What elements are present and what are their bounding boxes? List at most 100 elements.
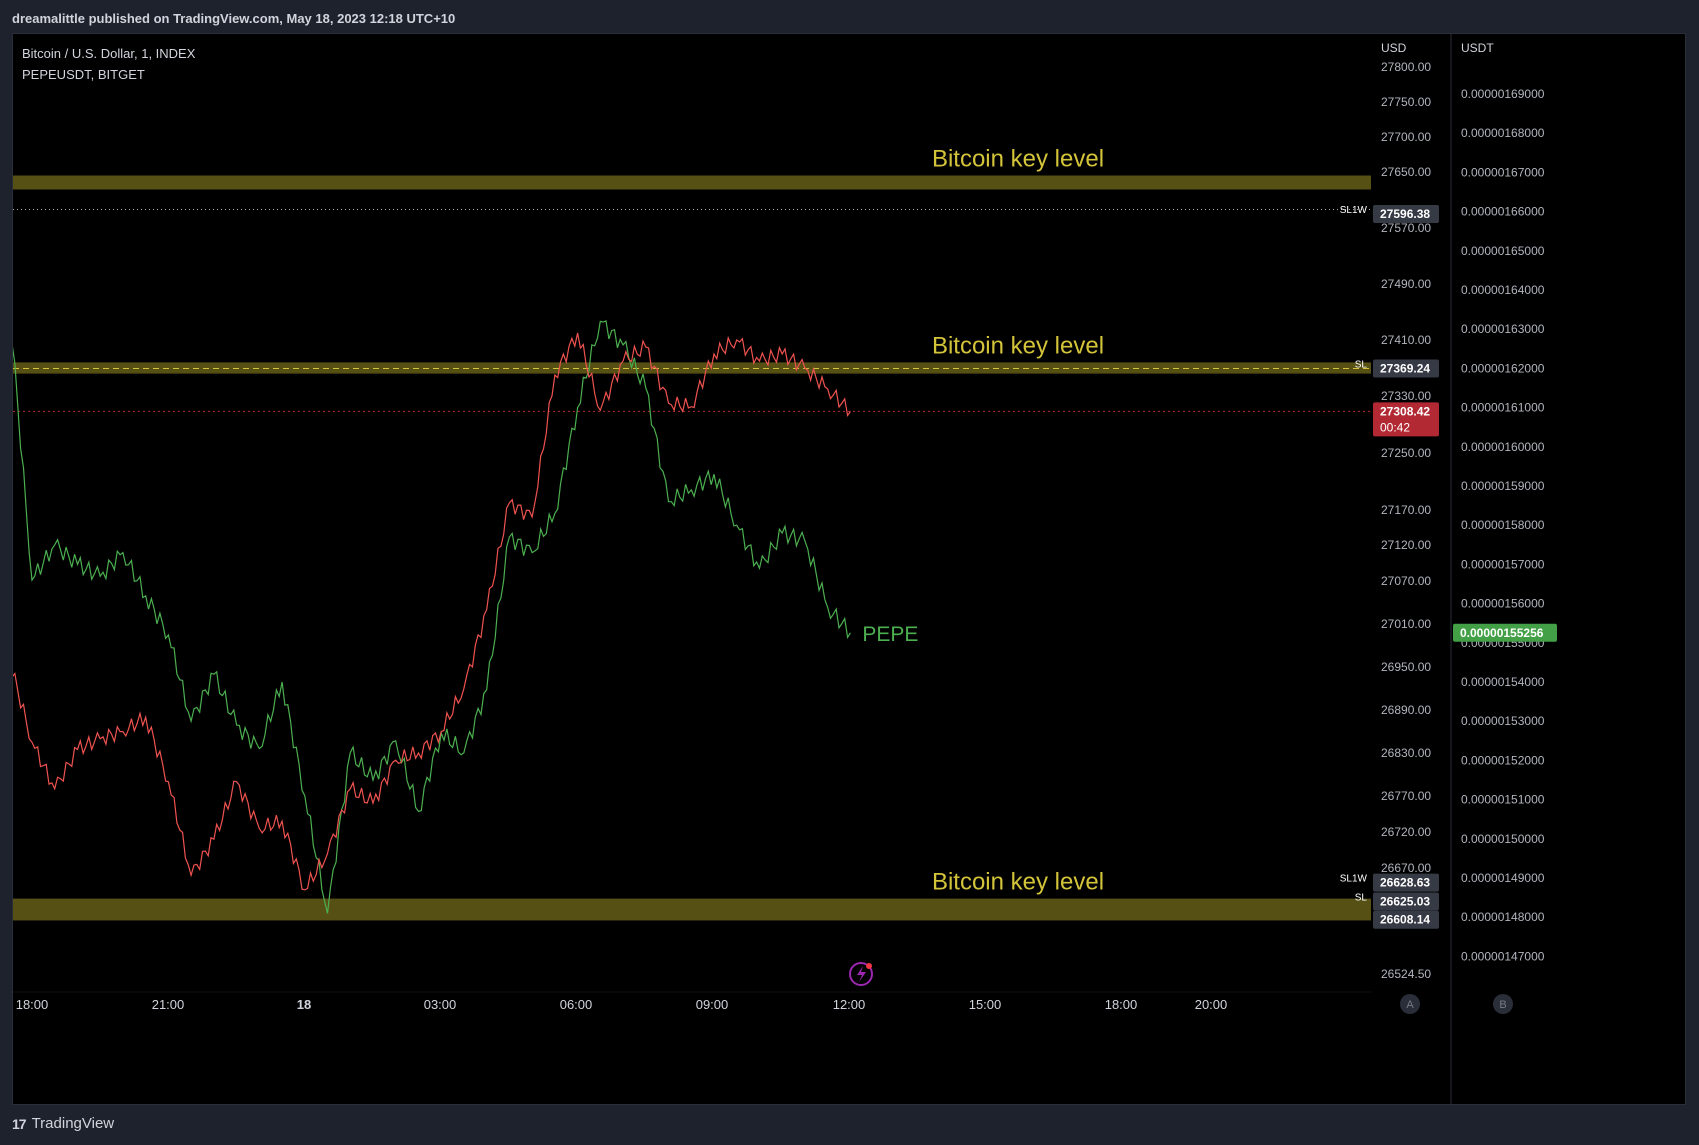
usd-tick-label: 27750.00: [1381, 95, 1431, 109]
usd-tick-label: 26720.00: [1381, 825, 1431, 839]
pepe-annotation: PEPE: [862, 623, 918, 646]
x-tick-label: 18: [297, 997, 311, 1012]
usdt-tick-label: 0.00000151000: [1461, 793, 1545, 807]
bottom-sl1w-badge-tag: SL1W: [1340, 874, 1368, 885]
usdt-tick-label: 0.00000160000: [1461, 440, 1545, 454]
bitcoin-series-line: [13, 332, 851, 891]
x-tick-label: 12:00: [833, 997, 866, 1012]
lightning-icon: [849, 962, 873, 986]
sl1w-top-badge: 27596.38: [1380, 207, 1430, 221]
usdt-tick-label: 0.00000156000: [1461, 597, 1545, 611]
footer: 17 TradingView: [0, 1103, 1699, 1145]
sl-mid-badge-bg: [1373, 359, 1439, 378]
key-level-label: Bitcoin key level: [932, 146, 1104, 173]
usdt-tick-label: 0.00000169000: [1461, 87, 1545, 101]
usd-tick-label: 27650.00: [1381, 165, 1431, 179]
tradingview-logo[interactable]: 17 TradingView: [12, 1115, 114, 1132]
usdt-tick-label: 0.00000167000: [1461, 165, 1545, 179]
sl-mid-badge: 27369.24: [1380, 362, 1430, 376]
usd-tick-label: 27170.00: [1381, 503, 1431, 517]
usd-tick-label: 27800.00: [1381, 60, 1431, 74]
x-tick-label: 18:00: [16, 997, 49, 1012]
primary-symbol-label[interactable]: Bitcoin / U.S. Dollar, 1, INDEX: [22, 46, 196, 61]
bottom-sl1w-badge: 26628.63: [1380, 876, 1430, 890]
chart-canvas[interactable]: Bitcoin key level Bitcoin key level Bitcoi…: [13, 34, 1685, 1104]
usdt-tick-label: 0.00000147000: [1461, 949, 1545, 963]
sl1w-top-badge-tag: SL1W: [1340, 205, 1368, 216]
scale-button-a[interactable]: [1400, 994, 1420, 1014]
tradingview-logo-icon: 17: [12, 1115, 27, 1132]
x-tick-label: 06:00: [560, 997, 593, 1012]
usd-tick-label: 27570.00: [1381, 221, 1431, 235]
usdt-tick-label: 0.00000163000: [1461, 322, 1545, 336]
usd-tick-label: 27010.00: [1381, 617, 1431, 631]
usdt-axis-unit: USDT: [1461, 41, 1494, 55]
sl-mid-badge-tag: SL: [1355, 360, 1368, 371]
usd-tick-label: 26770.00: [1381, 789, 1431, 803]
sl1w-top-badge-bg: [1373, 205, 1439, 223]
x-tick-label: 20:00: [1195, 997, 1228, 1012]
usd-tick-label: 26830.00: [1381, 746, 1431, 760]
usdt-tick-label: 0.00000159000: [1461, 479, 1545, 493]
usdt-tick-label: 0.00000149000: [1461, 871, 1545, 885]
usd-tick-label: 27410.00: [1381, 333, 1431, 347]
usd-tick-label: 27330.00: [1381, 389, 1431, 403]
symbol-legend: Bitcoin / U.S. Dollar, 1, INDEX PEPEUSDT…: [22, 43, 195, 85]
usd-tick-label: 27490.00: [1381, 277, 1431, 291]
usd-tick-label: 26670.00: [1381, 861, 1431, 875]
usd-tick-label: 27070.00: [1381, 574, 1431, 588]
bottom-sl-badge-bg: [1373, 892, 1439, 911]
usdt-tick-label: 0.00000168000: [1461, 126, 1545, 140]
notification-dot: [866, 963, 872, 969]
key-level-band: [13, 175, 1371, 190]
scale-button-a-label: A: [1406, 999, 1414, 1011]
usd-tick-label: 27120.00: [1381, 538, 1431, 552]
bottom-sl-badge-tag: SL: [1355, 893, 1368, 904]
published-text: dreamalittle published on TradingView.co…: [12, 11, 456, 26]
bar-countdown: 00:42: [1380, 420, 1410, 434]
current-price-badge: 27308.42: [1380, 404, 1430, 418]
bottom-price-badge-bg: [1373, 910, 1439, 929]
x-tick-label: 18:00: [1105, 997, 1138, 1012]
pepe-price-badge: 0.00000155256: [1460, 626, 1544, 640]
usdt-tick-label: 0.00000154000: [1461, 675, 1545, 689]
usdt-tick-label: 0.00000150000: [1461, 832, 1545, 846]
secondary-symbol-label[interactable]: PEPEUSDT, BITGET: [22, 67, 145, 82]
key-level-label: Bitcoin key level: [932, 869, 1104, 896]
pepe-price-badge-bg: [1453, 623, 1557, 642]
x-tick-label: 09:00: [696, 997, 729, 1012]
usdt-tick-label: 0.00000162000: [1461, 361, 1545, 375]
usdt-tick-label: 0.00000158000: [1461, 518, 1545, 532]
scale-button-b[interactable]: [1493, 994, 1513, 1014]
usd-axis-unit: USD: [1381, 41, 1407, 55]
usdt-tick-label: 0.00000164000: [1461, 283, 1545, 297]
published-header: dreamalittle published on TradingView.co…: [0, 0, 1699, 33]
current-price-badge-bg: [1373, 402, 1439, 437]
usdt-tick-label: 0.00000148000: [1461, 910, 1545, 924]
scale-button-b-label: B: [1499, 999, 1506, 1011]
bottom-sl1w-badge-bg: [1373, 873, 1439, 892]
usdt-tick-label: 0.00000153000: [1461, 714, 1545, 728]
usd-tick-label: 26890.00: [1381, 703, 1431, 717]
x-tick-label: 21:00: [152, 997, 185, 1012]
tradingview-logo-text: TradingView: [31, 1115, 115, 1132]
bottom-sl-badge: 26625.03: [1380, 895, 1430, 909]
usdt-tick-label: 0.00000152000: [1461, 753, 1545, 767]
key-level-band: [13, 898, 1371, 921]
x-tick-label: 15:00: [969, 997, 1002, 1012]
key-level-label: Bitcoin key level: [932, 332, 1104, 359]
usd-tick-label: 27250.00: [1381, 446, 1431, 460]
usdt-tick-label: 0.00000157000: [1461, 557, 1545, 571]
chart-pane[interactable]: Bitcoin key level Bitcoin key level Bitcoi…: [12, 33, 1686, 1105]
key-level-band: [13, 362, 1371, 374]
usd-axis-panel: [1371, 34, 1451, 1104]
bottom-price-badge: 26608.14: [1380, 913, 1430, 927]
usd-tick-label: 26524.50: [1381, 967, 1431, 981]
lightning-glyph-icon: [857, 966, 866, 982]
usd-tick-label: 26950.00: [1381, 660, 1431, 674]
pepe-series-line: [13, 320, 851, 914]
usdt-tick-label: 0.00000166000: [1461, 205, 1545, 219]
usdt-tick-label: 0.00000165000: [1461, 244, 1545, 258]
x-tick-label: 03:00: [424, 997, 457, 1012]
usdt-tick-label: 0.00000161000: [1461, 401, 1545, 415]
